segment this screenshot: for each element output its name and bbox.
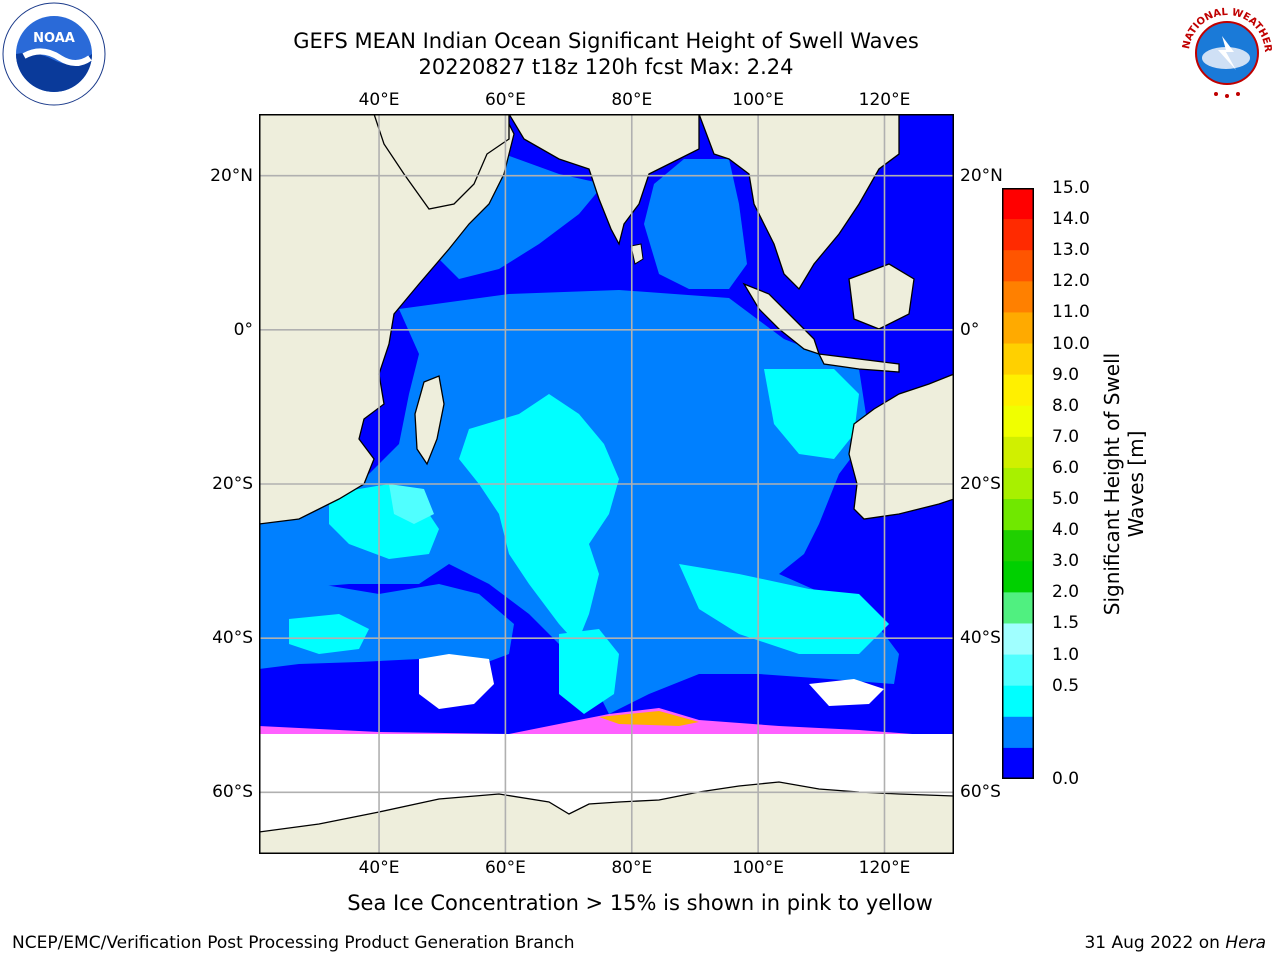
date-text: 31 Aug 2022 on Hera [1084, 933, 1266, 953]
colorbar-segment [1002, 188, 1034, 220]
colorbar-tick-label: 12.0 [1052, 271, 1090, 292]
colorbar-tick-label: 0.5 [1052, 675, 1080, 696]
colorbar-segment [1002, 716, 1034, 749]
lat-tick-right: 40°S [960, 628, 1001, 649]
colorbar-tick-label: 14.0 [1052, 209, 1090, 230]
machine-name: Hera [1225, 933, 1266, 953]
lon-tick-bottom: 60°E [484, 858, 526, 878]
colorbar-tick-label: 0.0 [1052, 769, 1080, 789]
colorbar-segment [1002, 343, 1034, 376]
ice-patch-west [419, 654, 494, 709]
ice-patch-east [809, 679, 884, 706]
colorbar [1002, 188, 1034, 779]
chart-subtitle: 20220827 t18z 120h fcst Max: 2.24 [418, 55, 794, 79]
lon-tick-bottom: 80°E [611, 858, 653, 878]
colorbar-tick-label: 8.0 [1052, 395, 1080, 416]
lat-tick-right: 60°S [960, 782, 1001, 803]
colorbar-title-line2: Waves [m] [1124, 430, 1148, 538]
colorbar-tick-label: 10.0 [1052, 333, 1090, 354]
map-frame [259, 114, 954, 854]
noaa-logo: NOAA [2, 2, 106, 106]
colorbar-segment [1002, 561, 1034, 593]
land-sri-lanka [630, 243, 644, 265]
land-java [817, 353, 900, 373]
colorbar-tick-label: 13.0 [1052, 240, 1090, 261]
colorbar-segment [1002, 312, 1034, 345]
credit-text: NCEP/EMC/Verification Post Processing Pr… [12, 933, 575, 953]
sea-ice-footnote-text: Sea Ice Concentration > 15% is shown in … [347, 891, 933, 915]
svg-text:NOAA: NOAA [33, 31, 75, 46]
lat-tick-left: 40°S [212, 628, 253, 649]
colorbar-tick-label: 7.0 [1052, 426, 1080, 447]
colorbar-title: Significant Height of Swell Waves [m] [1100, 324, 1148, 644]
lat-tick-right: 0° [960, 319, 980, 340]
land-madagascar [414, 375, 445, 466]
lon-tick-top: 80°E [611, 90, 653, 110]
colorbar-segment [1002, 592, 1034, 624]
lon-tick-bottom: 40°E [358, 858, 400, 878]
colorbar-segment [1002, 436, 1034, 469]
colorbar-tick-label: 2.0 [1052, 582, 1080, 603]
land-antarctica [259, 781, 954, 854]
lon-tick-top: 100°E [732, 90, 784, 110]
colorbar-segment [1002, 467, 1034, 500]
colorbar-segment [1002, 499, 1034, 531]
colorbar-tick-label: 4.0 [1052, 520, 1080, 541]
lat-tick-left: 0° [233, 319, 253, 340]
swell-zone-1-0-1-5-central [459, 394, 619, 644]
chart-title: GEFS MEAN Indian Ocean Significant Heigh… [293, 29, 919, 53]
colorbar-segment [1002, 685, 1034, 718]
colorbar-tick-label: 5.0 [1052, 489, 1080, 510]
colorbar-segment [1002, 250, 1034, 282]
lon-tick-top: 60°E [484, 90, 526, 110]
lon-tick-top: 120°E [858, 90, 911, 110]
land-india [508, 114, 700, 246]
nws-logo: NATIONAL WEATHER SERVICE [1176, 2, 1277, 103]
swell-zone-bay-of-bengal [644, 159, 747, 289]
colorbar-segment [1002, 747, 1034, 779]
graticule [259, 114, 954, 854]
colorbar-title-line1: Significant Height of Swell [1100, 352, 1124, 616]
land-southeast-asia [698, 114, 900, 291]
colorbar-segment [1002, 219, 1034, 251]
lat-tick-left: 20°N [210, 165, 253, 186]
lat-tick-right: 20°N [960, 165, 1003, 186]
colorbar-tick-label: 3.0 [1052, 551, 1080, 572]
colorbar-segment [1002, 405, 1034, 438]
lon-tick-top: 40°E [358, 90, 400, 110]
colorbar-frame [1002, 188, 1034, 779]
colorbar-segment [1002, 281, 1034, 313]
swell-zone-1-0-1-5-southeast [679, 564, 889, 654]
lon-tick-bottom: 120°E [858, 858, 911, 878]
swell-zone-1-0-1-5-south [559, 629, 619, 714]
colorbar-tick-label: 9.0 [1052, 364, 1080, 385]
lat-tick-right: 20°S [960, 474, 1001, 494]
land-arabia [373, 114, 510, 210]
colorbar-tick-label: 15.0 [1052, 178, 1090, 198]
sea-ice-footnote: Sea Ice Concentration > 15% is shown in … [0, 891, 1280, 915]
swell-zone-1-0-1-5-ne [764, 369, 859, 459]
swell-zone-1-0-1-5-sw [289, 614, 369, 654]
colorbar-segment [1002, 530, 1034, 562]
colorbar-segment [1002, 374, 1034, 407]
lat-tick-left: 60°S [212, 782, 253, 803]
lat-tick-left: 20°S [212, 474, 253, 494]
colorbar-tick-label: 1.5 [1052, 613, 1080, 634]
land-borneo [848, 263, 915, 330]
colorbar-tick-label: 6.0 [1052, 457, 1080, 478]
lon-tick-bottom: 100°E [732, 858, 784, 878]
date-value: 31 Aug 2022 on [1084, 933, 1220, 953]
colorbar-segment [1002, 623, 1034, 656]
colorbar-tick-label: 11.0 [1052, 302, 1090, 323]
swell-height-map [259, 114, 954, 854]
colorbar-segment [1002, 654, 1034, 687]
swell-zone-1-5-2-0 [389, 484, 434, 524]
colorbar-tick-label: 1.0 [1052, 644, 1080, 665]
sea-ice-edge-yellow [599, 711, 699, 726]
